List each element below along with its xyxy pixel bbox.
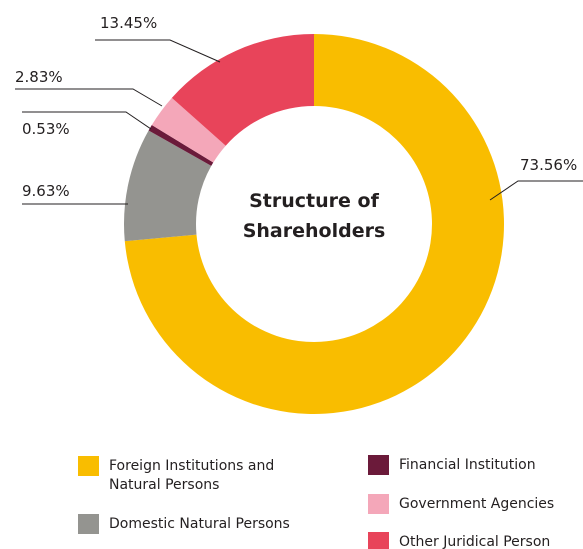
- legend-swatch: [78, 514, 99, 534]
- donut-slice: [148, 125, 214, 166]
- legend-swatch: [78, 456, 99, 476]
- legend-label: Foreign Institutions and Natural Persons: [109, 458, 275, 493]
- donut-slice: [151, 97, 226, 163]
- value-label: 73.56%: [520, 156, 577, 174]
- donut-slice: [124, 34, 504, 415]
- legend-swatch: [368, 455, 389, 475]
- leader-line: [95, 39, 221, 63]
- legend-swatch: [368, 532, 389, 549]
- donut-slice: [124, 130, 212, 242]
- value-label: 0.53%: [22, 120, 70, 138]
- legend-swatch: [368, 494, 389, 514]
- leader-line: [15, 88, 163, 107]
- legend-label: Government Agencies: [399, 496, 555, 512]
- legend-item: Other Juridical Person: [368, 532, 583, 549]
- legend-label: Domestic Natural Persons: [109, 516, 290, 532]
- donut-slice: [171, 34, 314, 146]
- chart-title: Structure of Shareholders: [242, 190, 386, 242]
- leader-line: [489, 180, 583, 201]
- legend-label: Other Juridical Person: [399, 534, 551, 549]
- legend-item: Domestic Natural Persons: [78, 514, 309, 534]
- legend-label: Financial Institution: [399, 457, 536, 473]
- leader-line: [22, 111, 152, 130]
- value-label: 13.45%: [100, 14, 157, 32]
- legend-item: Foreign Institutions and Natural Persons: [78, 456, 279, 495]
- legend-item: Government Agencies: [368, 494, 583, 514]
- value-label: 2.83%: [15, 68, 63, 86]
- value-label: 9.63%: [22, 182, 70, 200]
- legend-item: Financial Institution: [368, 455, 583, 475]
